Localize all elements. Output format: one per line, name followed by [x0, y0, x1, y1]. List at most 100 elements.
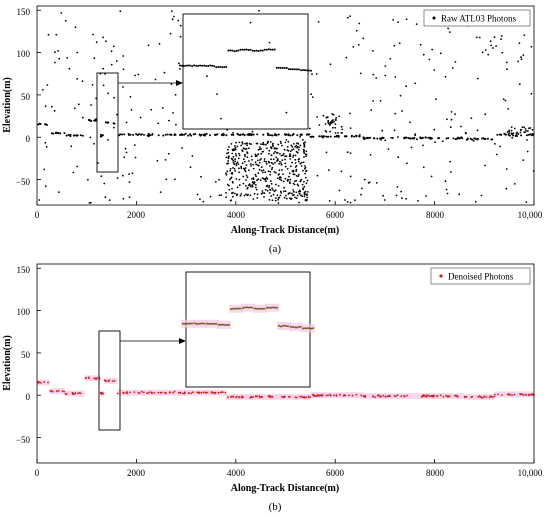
- panel-a-noise-photon: [405, 197, 407, 200]
- panel-a-cluster-photon: [303, 152, 306, 155]
- panel-b-photon: [423, 394, 425, 397]
- panel-a-noise-photon: [163, 71, 166, 74]
- panel-b-inset-band: [205, 319, 219, 328]
- panel-a-cluster-photon: [334, 123, 337, 125]
- panel-a-noise-photon: [51, 105, 53, 108]
- panel-a-photon: [179, 134, 181, 136]
- panel-b-photon: [396, 394, 399, 397]
- panel-a-cluster-photon: [274, 161, 276, 164]
- panel-b-inset-photon: [230, 308, 232, 311]
- panel-a-inset-photon: [277, 66, 280, 69]
- panel-a-noise-photon: [38, 199, 41, 201]
- panel-a-cluster-photon: [331, 120, 333, 122]
- panel-a-photon: [271, 134, 274, 137]
- panel-a-inset-photon: [219, 65, 222, 68]
- panel-a-cluster-photon: [268, 184, 271, 187]
- panel-a-cluster-photon: [298, 189, 301, 192]
- panel-a-photon: [483, 138, 486, 140]
- panel-b-inset-photon: [212, 322, 214, 325]
- panel-a-photon: [128, 134, 130, 136]
- panel-a-noise-photon: [335, 134, 338, 137]
- panel-a-noise-photon: [442, 140, 444, 143]
- panel-b-xtick-label: 6000: [326, 468, 345, 478]
- panel-a-cluster-photon: [252, 177, 255, 179]
- panel-a-noise-photon: [251, 130, 254, 133]
- panel-a-cluster-photon: [282, 180, 285, 183]
- panel-b-photon: [87, 376, 90, 379]
- panel-b-photon: [84, 377, 87, 380]
- panel-a-noise-photon: [91, 84, 94, 86]
- panel-b-photon: [232, 395, 235, 398]
- panel-a-noise-photon: [270, 158, 272, 161]
- panel-a-photon: [318, 135, 321, 138]
- panel-a-photon: [419, 136, 422, 139]
- panel-a-cluster-photon: [330, 122, 332, 124]
- panel-a-noise-photon: [125, 121, 128, 124]
- panel-b-photon: [149, 391, 151, 393]
- panel-a-cluster-photon: [245, 147, 248, 150]
- panel-a-noise-photon: [76, 78, 79, 80]
- panel-a-photon: [192, 133, 195, 136]
- panel-a-cluster-photon: [244, 170, 247, 173]
- panel-b-photon: [55, 390, 58, 393]
- panel-a-noise-photon: [458, 193, 461, 196]
- panel-a-noise-photon: [54, 51, 56, 54]
- panel-a-cluster-photon: [272, 193, 275, 196]
- panel-a-inset-photon: [273, 48, 276, 51]
- panel-a-xtick-label: 10,000: [518, 210, 543, 220]
- panel-a-photons: [37, 9, 535, 204]
- panel-a-noise-photon: [159, 191, 162, 194]
- panel-a-noise-photon: [122, 68, 125, 71]
- panel-a-noise-photon: [484, 164, 486, 167]
- panel-b-photon: [61, 390, 64, 392]
- panel-b-photon: [445, 394, 447, 397]
- panel-a-photon: [408, 137, 411, 140]
- panel-b-inset-photon: [186, 322, 188, 325]
- panel-a-photon: [94, 119, 97, 122]
- panel-a-noise-photon: [189, 166, 192, 169]
- panel-a-noise-photon: [121, 174, 124, 177]
- panel-b-photon: [327, 394, 329, 397]
- panel-a-noise-photon: [345, 56, 348, 59]
- panel-b-photon: [386, 395, 389, 398]
- panel-a-photon: [113, 122, 116, 125]
- panel-b-photon: [224, 391, 227, 394]
- panel-b-zoom-arrowhead: [179, 338, 186, 344]
- panel-a-cluster-photon: [284, 162, 287, 165]
- panel-a-cluster-photon: [297, 190, 300, 193]
- panel-a-cluster-photon: [231, 173, 234, 175]
- panel-b-photon: [482, 396, 485, 399]
- panel-a-noise-photon: [450, 171, 452, 173]
- panel-a-inset-photon: [247, 49, 250, 51]
- panel-a-noise-photon: [107, 139, 109, 141]
- panel-b-photon: [477, 396, 480, 398]
- panel-a-cluster-photon: [269, 188, 271, 191]
- panel-a-cluster-photon: [329, 123, 331, 126]
- panel-a-noise-photon: [169, 32, 172, 35]
- panel-b-photon: [153, 392, 156, 394]
- panel-a-cluster-photon: [289, 150, 292, 153]
- panel-a-noise-photon: [525, 129, 528, 132]
- panel-a-noise-photon: [526, 150, 529, 153]
- panel-a-inset-photon: [193, 64, 196, 67]
- panel-a-photon: [67, 134, 70, 136]
- panel-a-inset-photon: [295, 68, 298, 71]
- panel-b-photon: [151, 392, 153, 394]
- panel-b-inset-photon: [296, 326, 298, 329]
- panel-a-noise-photon: [525, 201, 528, 204]
- panel-a-photon: [194, 133, 197, 135]
- panel-b-inset-photon: [228, 323, 230, 326]
- panel-a-noise-photon: [395, 194, 398, 197]
- panel-b-photon: [267, 395, 270, 398]
- panel-a-cluster-photon: [294, 145, 297, 148]
- panel-a-cluster-photon: [256, 142, 259, 145]
- panel-a-inset-photon: [237, 49, 240, 52]
- panel-a-photon: [358, 135, 361, 138]
- panel-a-noise-photon: [346, 200, 349, 203]
- panel-a-photon: [514, 134, 517, 137]
- panel-b-photon: [380, 395, 382, 398]
- panel-a-cluster-photon: [264, 171, 267, 174]
- panel-b-photon: [431, 394, 433, 397]
- panel-a-noise-photon: [147, 44, 150, 47]
- panel-a-inset-photon: [269, 48, 272, 51]
